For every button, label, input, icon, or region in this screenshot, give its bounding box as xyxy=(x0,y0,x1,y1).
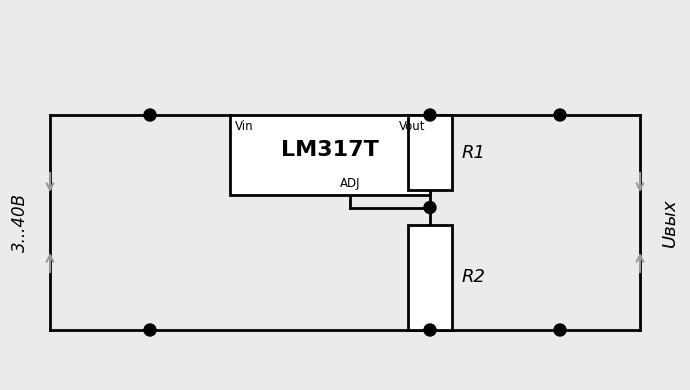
Text: R1: R1 xyxy=(462,144,486,161)
Circle shape xyxy=(144,109,156,121)
Text: Vin: Vin xyxy=(235,120,254,133)
Circle shape xyxy=(554,109,566,121)
Bar xyxy=(408,115,452,190)
Circle shape xyxy=(424,109,436,121)
Circle shape xyxy=(554,324,566,336)
Text: Uвых: Uвых xyxy=(661,198,679,247)
Text: LM317T: LM317T xyxy=(281,140,379,160)
Circle shape xyxy=(424,202,436,213)
Text: R2: R2 xyxy=(462,268,486,287)
Text: ADJ: ADJ xyxy=(340,177,360,190)
Circle shape xyxy=(424,324,436,336)
Bar xyxy=(230,115,430,195)
Bar xyxy=(408,225,452,330)
Circle shape xyxy=(144,324,156,336)
Text: Vout: Vout xyxy=(399,120,425,133)
Text: 3...40В: 3...40В xyxy=(11,193,29,252)
